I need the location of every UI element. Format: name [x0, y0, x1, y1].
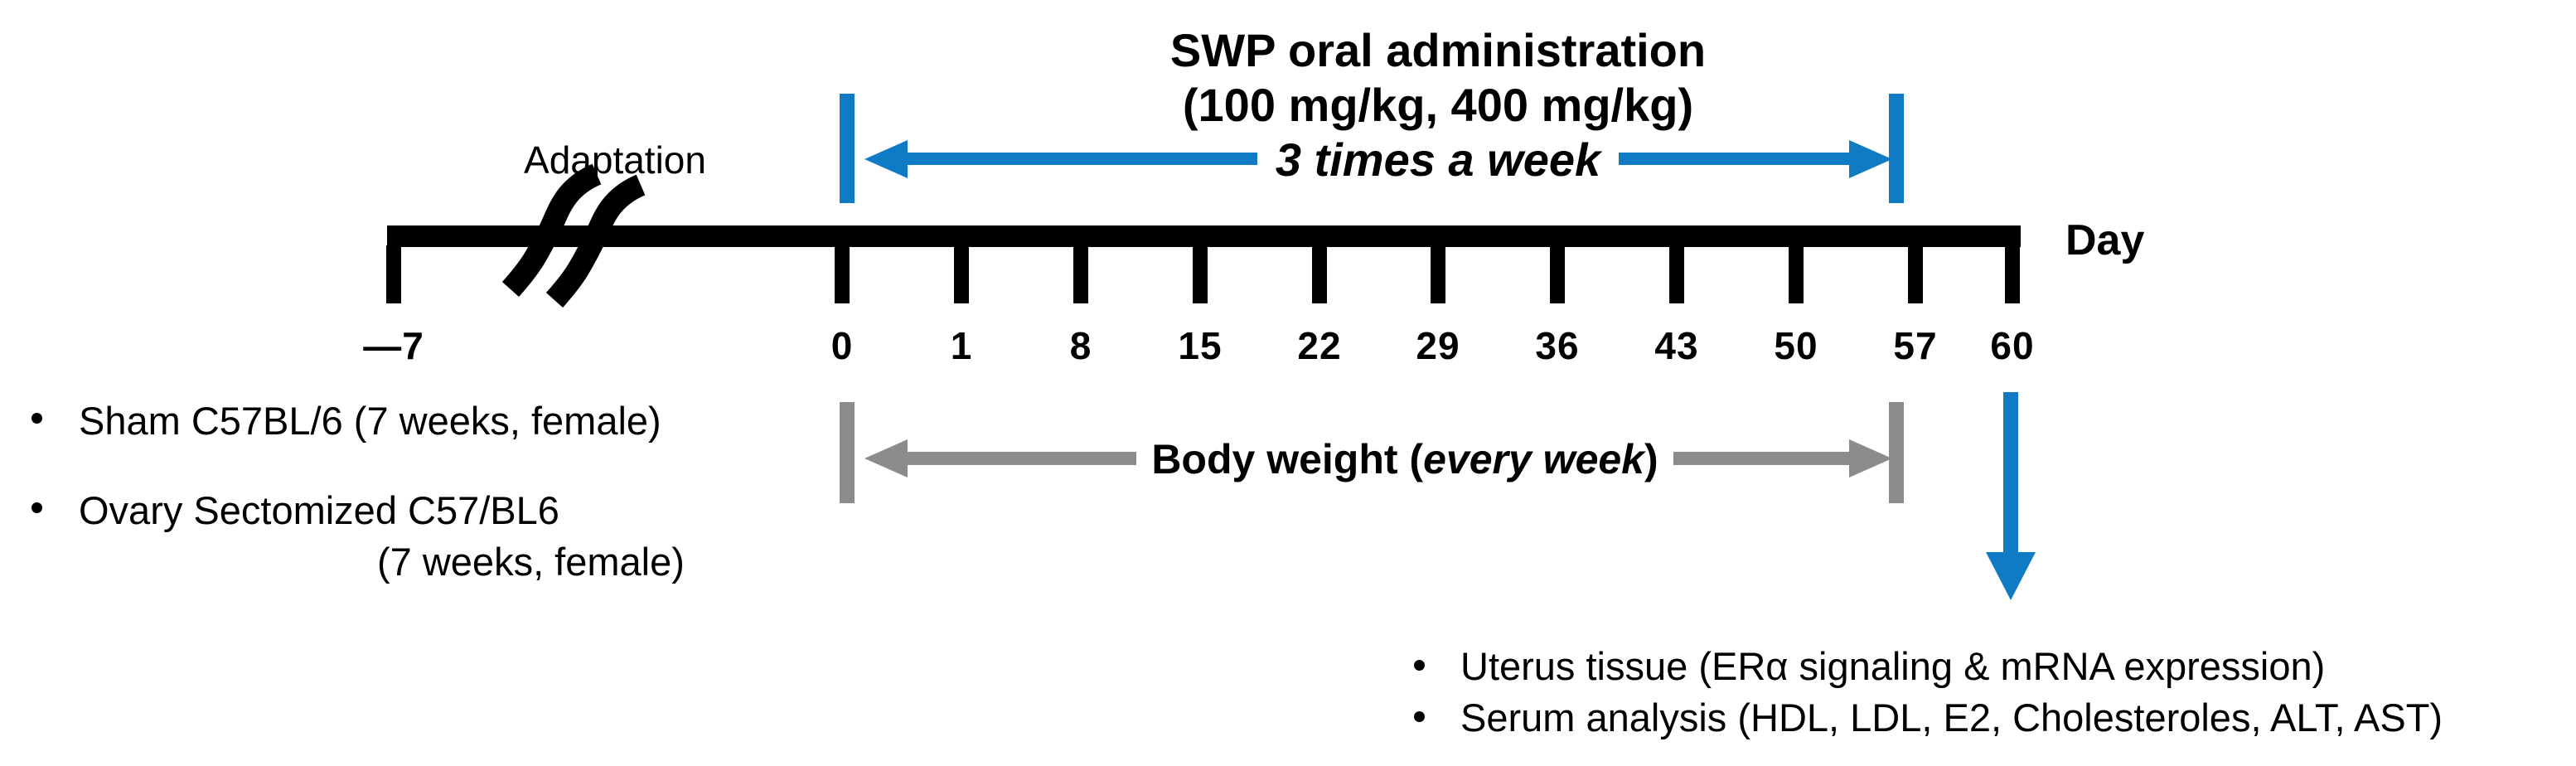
tick-label-day-43: 43 — [1654, 324, 1699, 367]
bodyweight-right-arrowhead-icon — [1849, 439, 1892, 478]
tick-label-day-29: 29 — [1416, 324, 1460, 367]
title-line-2: (100 mg/kg, 400 mg/kg) — [1182, 79, 1694, 131]
title-line-3-text: 3 times a week — [1257, 133, 1620, 186]
endpoint-down-arrowhead-icon — [1986, 552, 2036, 600]
body-weight-suffix: ) — [1644, 436, 1658, 482]
adaptation-label: Adaptation — [524, 138, 706, 182]
body-weight-label: Body weight (every week) — [990, 434, 1819, 484]
tick-mark-day-22 — [1312, 245, 1327, 303]
tick-label-day-22: 22 — [1297, 324, 1342, 367]
tick-mark-day-57 — [1908, 245, 1923, 303]
bodyweight-end-marker — [1889, 402, 1904, 503]
treatment-right-arrowhead-icon — [1849, 140, 1892, 178]
tick-label-day-15: 15 — [1178, 324, 1223, 367]
tick-mark-day-0 — [835, 245, 850, 303]
tick-label-day-0: 0 — [830, 324, 854, 367]
tick-mark-day-50 — [1789, 245, 1804, 303]
figure-title: SWP oral administration (100 mg/kg, 400 … — [1024, 23, 1852, 187]
tick-mark-day-36 — [1550, 245, 1565, 303]
tick-mark-day-—7 — [386, 245, 401, 303]
tick-mark-day-60 — [2005, 245, 2020, 303]
title-line-3: 3 times a week — [1024, 133, 1852, 187]
tick-mark-day-43 — [1669, 245, 1684, 303]
tick-mark-day-8 — [1073, 245, 1088, 303]
bodyweight-start-marker — [840, 402, 855, 503]
tick-label-day-—7: —7 — [363, 324, 424, 367]
axis-break-icon — [501, 163, 646, 308]
axis-day-label: Day — [2065, 216, 2145, 264]
tick-label-day-8: 8 — [1069, 324, 1092, 367]
tick-label-day-50: 50 — [1774, 324, 1818, 367]
timeline-bar — [387, 225, 2021, 247]
body-weight-emphasis: every week — [1423, 436, 1644, 482]
bullet-dot-icon — [31, 413, 42, 424]
endpoint-item-uterus: Uterus tissue (ERα signaling & mRNA expr… — [1460, 644, 2326, 688]
treatment-left-arrowhead-icon — [864, 140, 908, 178]
bodyweight-left-arrowhead-icon — [864, 439, 908, 478]
body-weight-text: Body weight (every week) — [1136, 436, 1673, 482]
endpoint-arrow-shaft — [2003, 392, 2018, 554]
tick-label-day-60: 60 — [1990, 324, 2035, 367]
group-item-ovx-line2: (7 weeks, female) — [377, 540, 685, 584]
group-item-sham: Sham C57BL/6 (7 weeks, female) — [79, 399, 661, 443]
tick-label-day-36: 36 — [1535, 324, 1580, 367]
body-weight-prefix: Body weight ( — [1151, 436, 1424, 482]
title-line-1: SWP oral administration — [1169, 24, 1707, 76]
treatment-end-marker — [1889, 94, 1904, 203]
treatment-start-marker — [840, 94, 855, 203]
endpoint-item-serum: Serum analysis (HDL, LDL, E2, Cholestero… — [1460, 696, 2443, 739]
tick-mark-day-1 — [954, 245, 969, 303]
bullet-dot-icon — [31, 502, 42, 513]
tick-label-day-57: 57 — [1893, 324, 1938, 367]
group-item-ovx-line1: Ovary Sectomized C57/BL6 — [79, 488, 559, 532]
bullet-dot-icon — [1414, 660, 1425, 671]
tick-label-day-1: 1 — [950, 324, 973, 367]
tick-mark-day-15 — [1193, 245, 1208, 303]
tick-mark-day-29 — [1431, 245, 1445, 303]
bullet-dot-icon — [1414, 711, 1425, 722]
